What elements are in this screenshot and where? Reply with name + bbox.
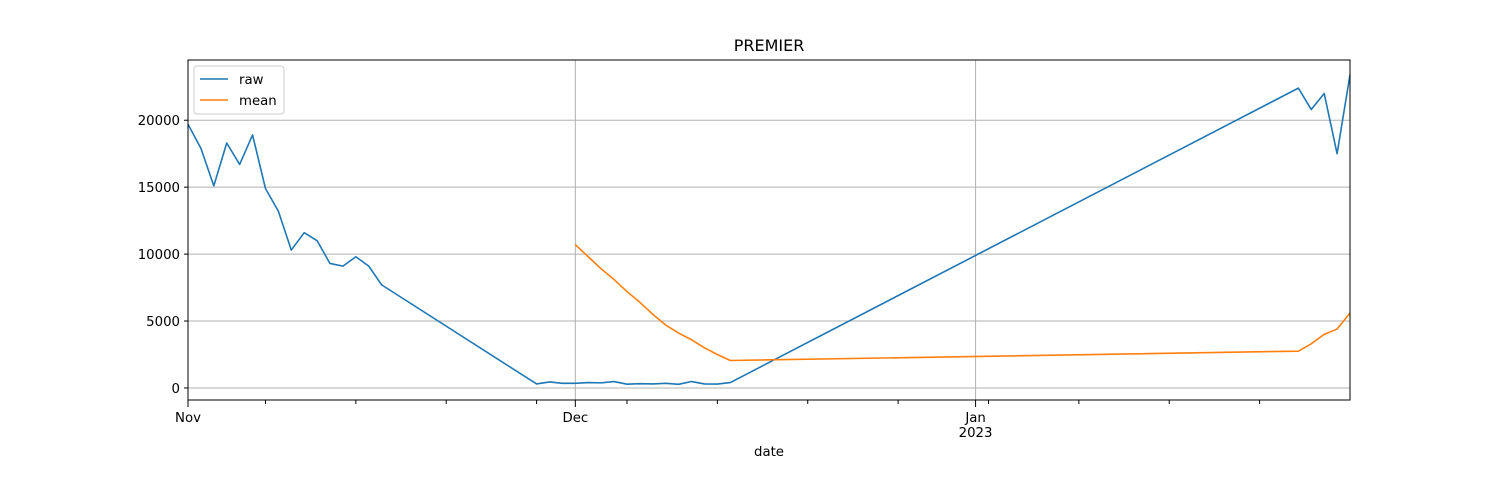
x-axis-label: date <box>754 445 784 460</box>
series-line-mean <box>574 244 1351 362</box>
y-tick-label: 5000 <box>146 315 180 330</box>
axes-frame <box>187 59 1351 401</box>
y-tick-label: 15000 <box>138 181 180 196</box>
x-tick-label: Jan <box>964 411 986 426</box>
x-tick-label: Nov <box>175 411 201 426</box>
y-tick-label: 20000 <box>138 114 180 129</box>
series-line-raw <box>187 74 1351 386</box>
x-tick-label: Dec <box>562 411 588 426</box>
y-tick-label: 10000 <box>138 248 180 263</box>
x-tick-sublabel: 2023 <box>959 426 993 441</box>
grid-lines <box>187 60 1350 400</box>
legend-label-raw: raw <box>239 73 264 88</box>
legend-label-mean: mean <box>239 94 277 109</box>
legend: raw mean <box>193 65 285 115</box>
legend-box <box>193 65 285 115</box>
chart-title: PREMIER <box>734 36 805 55</box>
series-lines <box>187 74 1351 386</box>
y-tick-label: 0 <box>172 382 180 397</box>
